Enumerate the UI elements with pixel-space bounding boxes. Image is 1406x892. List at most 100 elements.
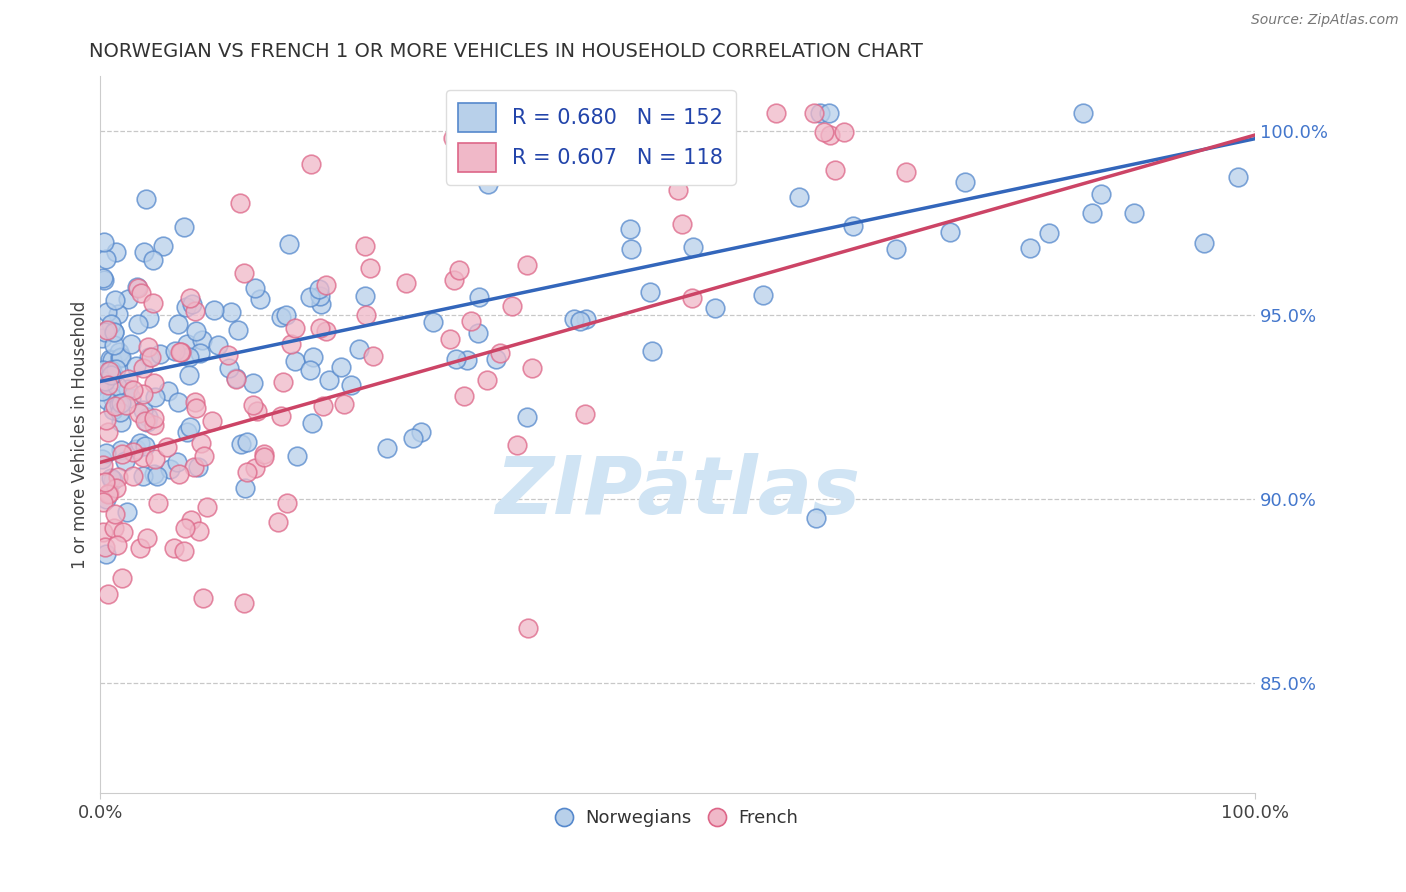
- Point: [110, 350, 132, 364]
- Point: [516, 410, 538, 425]
- Point: [131, 469, 153, 483]
- Point: [96, 392, 118, 407]
- Point: [315, 324, 337, 338]
- Point: [308, 805, 330, 819]
- Point: [231, 437, 253, 451]
- Point: [91, 524, 114, 539]
- Point: [132, 244, 155, 259]
- Point: [105, 481, 128, 495]
- Point: [129, 541, 152, 555]
- Point: [103, 402, 125, 417]
- Point: [149, 347, 172, 361]
- Point: [134, 414, 156, 428]
- Point: [91, 330, 114, 344]
- Point: [315, 277, 337, 292]
- Point: [191, 333, 214, 347]
- Point: [122, 383, 145, 397]
- Point: [167, 467, 190, 481]
- Point: [329, 359, 352, 374]
- Point: [132, 403, 155, 417]
- Point: [1038, 226, 1060, 240]
- Point: [94, 547, 117, 561]
- Point: [299, 157, 322, 171]
- Point: [91, 376, 114, 390]
- Point: [353, 239, 375, 253]
- Point: [233, 596, 256, 610]
- Point: [104, 399, 127, 413]
- Point: [96, 323, 118, 337]
- Point: [103, 521, 125, 535]
- Point: [475, 373, 498, 387]
- Point: [894, 165, 917, 179]
- Point: [298, 363, 321, 377]
- Point: [138, 311, 160, 326]
- Point: [818, 128, 841, 143]
- Point: [91, 363, 114, 377]
- Point: [340, 378, 363, 392]
- Point: [148, 496, 170, 510]
- Point: [159, 462, 181, 476]
- Point: [98, 363, 121, 377]
- Point: [111, 571, 134, 585]
- Point: [107, 469, 129, 483]
- Point: [97, 487, 120, 501]
- Point: [108, 345, 131, 359]
- Point: [91, 458, 114, 473]
- Point: [818, 106, 841, 120]
- Point: [671, 217, 693, 231]
- Point: [453, 388, 475, 402]
- Point: [117, 292, 139, 306]
- Point: [285, 449, 308, 463]
- Point: [884, 242, 907, 256]
- Point: [125, 359, 148, 374]
- Point: [143, 452, 166, 467]
- Point: [1192, 235, 1215, 250]
- Point: [108, 351, 131, 365]
- Point: [219, 305, 242, 319]
- Point: [267, 516, 290, 530]
- Point: [226, 323, 249, 337]
- Point: [128, 406, 150, 420]
- Point: [703, 301, 725, 315]
- Point: [468, 290, 491, 304]
- Point: [312, 399, 335, 413]
- Point: [666, 183, 689, 197]
- Text: NORWEGIAN VS FRENCH 1 OR MORE VEHICLES IN HOUSEHOLD CORRELATION CHART: NORWEGIAN VS FRENCH 1 OR MORE VEHICLES I…: [89, 42, 922, 61]
- Point: [441, 131, 464, 145]
- Point: [207, 338, 229, 352]
- Point: [253, 447, 276, 461]
- Point: [456, 352, 478, 367]
- Point: [135, 531, 157, 545]
- Point: [142, 376, 165, 391]
- Point: [188, 346, 211, 360]
- Point: [233, 482, 256, 496]
- Point: [1090, 187, 1112, 202]
- Point: [638, 285, 661, 299]
- Point: [136, 409, 159, 424]
- Point: [100, 318, 122, 332]
- Point: [278, 236, 301, 251]
- Point: [195, 500, 218, 515]
- Point: [103, 325, 125, 339]
- Point: [98, 351, 121, 366]
- Point: [444, 351, 467, 366]
- Point: [120, 337, 142, 351]
- Point: [485, 351, 508, 366]
- Point: [489, 345, 512, 359]
- Point: [439, 332, 461, 346]
- Point: [94, 475, 117, 490]
- Point: [813, 125, 835, 139]
- Point: [105, 362, 128, 376]
- Point: [117, 505, 139, 519]
- Point: [1071, 106, 1094, 120]
- Point: [520, 360, 543, 375]
- Point: [117, 372, 139, 386]
- Point: [356, 308, 378, 322]
- Point: [101, 367, 124, 381]
- Point: [131, 387, 153, 401]
- Point: [101, 474, 124, 488]
- Point: [121, 444, 143, 458]
- Point: [284, 321, 307, 335]
- Point: [143, 390, 166, 404]
- Point: [318, 373, 340, 387]
